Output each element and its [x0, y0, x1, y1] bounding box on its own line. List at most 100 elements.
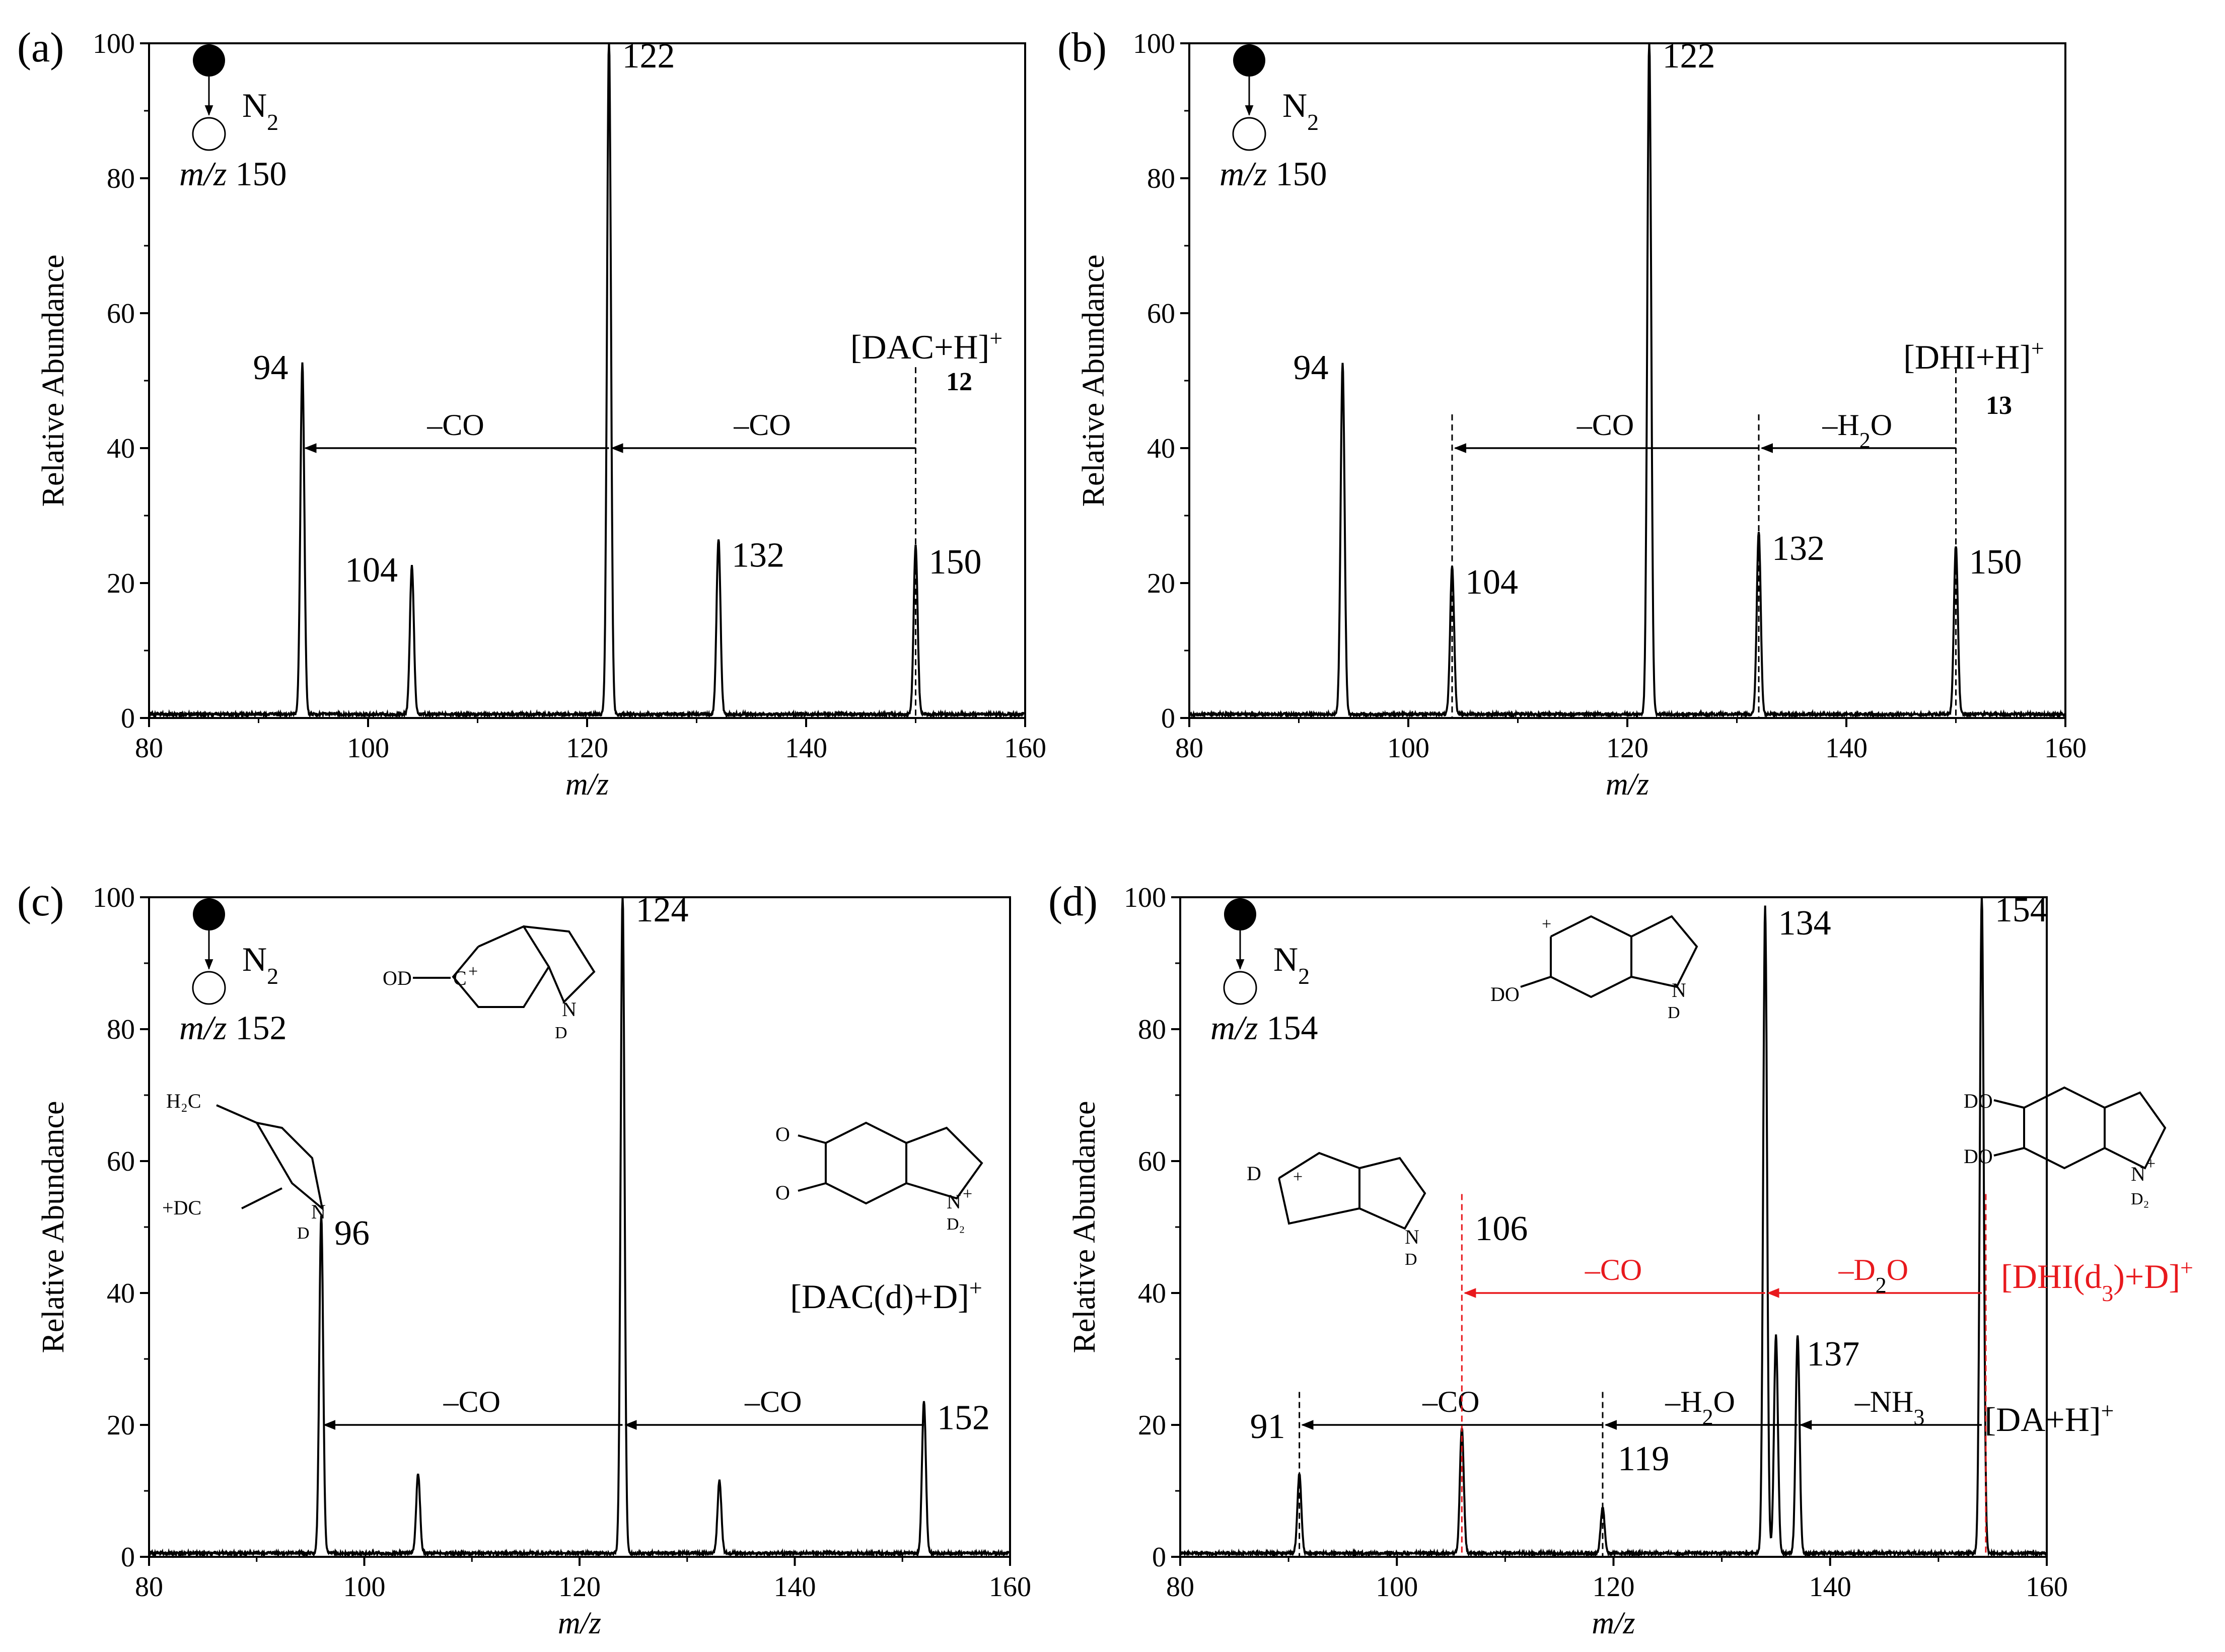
peak-label: 106	[1475, 1209, 1528, 1248]
gas-subscript: 2	[267, 109, 278, 135]
loss-label: –CO	[426, 408, 484, 442]
peak-label: 150	[929, 543, 982, 582]
chem-charge: +	[1293, 1168, 1303, 1186]
y-tick-label: 100	[1133, 28, 1175, 59]
peak-label: 96	[334, 1214, 370, 1253]
chem-atom: DO	[1964, 1145, 1993, 1168]
panel-label: (d)	[1048, 878, 1098, 925]
label-part: –NH	[1854, 1385, 1914, 1418]
gas-symbol: N	[1273, 940, 1298, 978]
peak-label: 132	[1772, 529, 1825, 568]
bond	[241, 1187, 282, 1209]
gas-label: N2	[242, 940, 278, 989]
label-part: –H	[1822, 408, 1859, 442]
mz-prefix: m/z	[1210, 1009, 1258, 1047]
subscript: 2	[1702, 1405, 1713, 1429]
peak-label: 94	[253, 348, 289, 387]
panel-d: 80 100 120 140 160 0 20 40 60 80 100 m/z Relative Ab…	[1048, 878, 2193, 1640]
precursor-mz-label: m/z 154	[1210, 1009, 1318, 1047]
x-tick-label: 120	[1606, 733, 1648, 764]
ion-icon	[193, 898, 225, 930]
peak-label: 94	[1294, 348, 1329, 387]
loss-label: –H2O	[1822, 408, 1892, 453]
x-tick-label: 80	[1166, 1571, 1194, 1603]
chem-atom: D	[1405, 1250, 1417, 1269]
ion-text: [DHI+H]	[1903, 338, 2031, 376]
ring-bonds	[2104, 1091, 2167, 1170]
ion-tail: )+D]	[2113, 1257, 2180, 1296]
spectrum-trace	[1179, 897, 2047, 1559]
mz-prefix: m/z	[1219, 155, 1267, 193]
x-tick-label: 140	[774, 1571, 816, 1603]
peak-label: 119	[1618, 1440, 1669, 1478]
ring-bonds	[1278, 1152, 1360, 1225]
peak-label: 122	[1663, 37, 1715, 76]
peak-label: 124	[636, 891, 689, 929]
x-tick-label: 80	[1175, 733, 1203, 764]
chem-atom: N	[1405, 1226, 1419, 1248]
loss-label: –CO	[1576, 408, 1634, 442]
gas-symbol: N	[242, 940, 267, 978]
loss-label: –CO	[443, 1385, 500, 1418]
x-axis-title: m/z	[565, 767, 609, 802]
chem-atom: N	[562, 998, 577, 1021]
ring-bonds	[452, 925, 550, 1008]
plot-frame	[1179, 896, 2048, 1558]
ring-bonds	[523, 925, 596, 1004]
peak-label: 122	[622, 37, 675, 76]
bond	[216, 1104, 257, 1124]
chem-atom: O	[775, 1123, 790, 1145]
bond	[798, 1134, 826, 1144]
ion-charge: +	[2101, 1398, 2114, 1423]
x-tick-label: 140	[1825, 733, 1868, 764]
peak-label: 104	[1465, 563, 1518, 602]
x-axis-title: m/z	[1592, 1606, 1635, 1640]
mz-prefix: m/z	[179, 155, 227, 193]
mz-value: 152	[227, 1009, 286, 1047]
ion-label-red: [DHI(d3)+D]+	[2001, 1255, 2193, 1306]
y-tick-label: 40	[1147, 433, 1175, 464]
product-icon	[192, 117, 226, 151]
loss-label: –NH3	[1854, 1385, 1925, 1429]
subscript: 2	[1859, 428, 1871, 453]
ion-charge: +	[989, 325, 1002, 351]
x-tick-label: 100	[343, 1571, 386, 1603]
label-part: –CO	[1422, 1385, 1479, 1418]
y-tick-label: 0	[1152, 1542, 1166, 1573]
label-part: O	[1871, 408, 1892, 442]
product-icon	[1232, 117, 1266, 151]
x-tick-label: 160	[2044, 733, 2087, 764]
y-axis-title: Relative Abundance	[1067, 1101, 1102, 1353]
mz-prefix: m/z	[179, 1009, 227, 1047]
y-tick-label: 0	[121, 1542, 135, 1573]
loss-label: –D2O	[1838, 1253, 1908, 1298]
precursor-mz-label: m/z 150	[179, 155, 286, 193]
ring-bonds	[2023, 1086, 2106, 1170]
panel-c: 80 100 120 140 160 0 20 40 60 80 100 m/z Relative Ab…	[17, 878, 1031, 1640]
label-part: –CO	[443, 1385, 500, 1418]
y-tick-label: 80	[107, 1014, 135, 1045]
chem-atom: DO	[1964, 1090, 1993, 1112]
ion-text: [DHI(d	[2001, 1257, 2102, 1296]
y-tick-label: 40	[1138, 1278, 1166, 1309]
y-tick-label: 60	[1147, 298, 1175, 329]
precursor-mz-label: m/z 150	[1219, 155, 1327, 193]
spectrum-trace	[1188, 43, 2066, 720]
y-tick-label: 100	[93, 882, 135, 913]
x-axis-title: m/z	[558, 1606, 601, 1640]
compound-number: 13	[1986, 391, 2012, 420]
gas-symbol: N	[1282, 86, 1307, 124]
chem-atom: +DC	[162, 1196, 201, 1219]
label-part: –CO	[1585, 1253, 1642, 1286]
chem-atom: H₂C	[166, 1090, 201, 1112]
ion-charge: +	[2031, 335, 2044, 361]
ion-icon	[193, 44, 225, 77]
y-tick-label: 80	[1138, 1014, 1166, 1045]
y-tick-label: 0	[121, 703, 135, 734]
gas-subscript: 2	[267, 963, 278, 989]
ion-text: [DAC(d)+D]	[790, 1277, 969, 1316]
x-axis-title: m/z	[1606, 767, 1649, 802]
chem-atom: D	[1668, 1003, 1680, 1022]
subscript: 3	[1913, 1405, 1924, 1429]
ion-text: [DAC+H]	[850, 328, 989, 366]
